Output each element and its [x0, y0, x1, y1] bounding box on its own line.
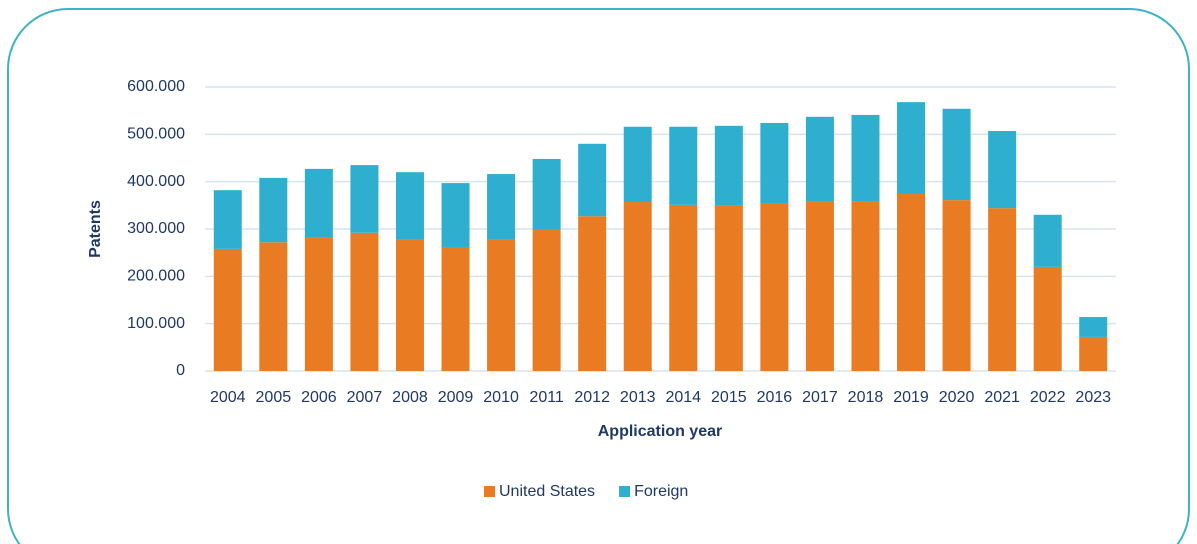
y-tick-label: 100.000: [127, 315, 185, 332]
y-tick-label: 300.000: [127, 220, 185, 237]
x-tick-label: 2006: [301, 389, 337, 406]
x-tick-label: 2020: [939, 389, 975, 406]
bar-segment: [487, 174, 516, 240]
bar-segment: [942, 200, 971, 371]
bar-segment: [487, 239, 516, 371]
bar-segment: [213, 190, 242, 249]
bar-segment: [532, 229, 561, 371]
bar-segment: [623, 202, 652, 371]
bar-segment: [395, 239, 424, 371]
x-tick-label: 2019: [893, 389, 929, 406]
bar-segment: [942, 108, 971, 201]
bar-segment: [805, 201, 834, 371]
x-tick-label: 2008: [392, 389, 428, 406]
bar-segment: [1033, 214, 1062, 267]
bar-segment: [350, 232, 379, 371]
bar-segment: [851, 114, 880, 202]
legend-swatch: [484, 486, 495, 497]
bar-segment: [259, 177, 288, 243]
bar-segment: [669, 204, 698, 371]
y-tick-label: 600.000: [127, 78, 185, 95]
x-tick-label: 2023: [1075, 389, 1111, 406]
x-tick-label: 2022: [1030, 389, 1066, 406]
x-tick-label: 2007: [347, 389, 383, 406]
bar-segment: [623, 126, 652, 203]
x-axis-label: Application year: [598, 423, 722, 440]
x-tick-label: 2011: [529, 389, 564, 406]
bar-segment: [395, 172, 424, 240]
x-tick-label: 2017: [802, 389, 838, 406]
bar-segment: [259, 242, 288, 371]
legend-label: United States: [499, 483, 595, 500]
bar-segment: [669, 126, 698, 205]
bar-segment: [578, 216, 607, 371]
legend-swatch: [619, 486, 631, 497]
bar-segment: [304, 237, 333, 371]
y-tick-label: 0: [176, 362, 185, 379]
bar-segment: [714, 205, 743, 371]
bar-segment: [988, 208, 1017, 371]
x-tick-label: 2016: [757, 389, 793, 406]
x-tick-label: 2021: [984, 389, 1020, 406]
bar-segment: [532, 158, 561, 230]
bar-segment: [1079, 336, 1108, 371]
bar-segment: [213, 248, 242, 371]
bar-segment: [988, 131, 1017, 209]
x-tick-label: 2005: [256, 389, 292, 406]
bar-segment: [714, 125, 743, 206]
bar-segment: [441, 183, 470, 247]
x-tick-label: 2014: [665, 389, 701, 406]
bar-segment: [897, 193, 926, 371]
bar-segment: [578, 143, 607, 217]
bar-segment: [805, 116, 834, 202]
y-tick-label: 500.000: [127, 126, 185, 143]
legend-label: Foreign: [634, 483, 688, 500]
y-tick-label: 200.000: [127, 268, 185, 285]
bar-segment: [760, 203, 789, 371]
x-tick-label: 2010: [483, 389, 519, 406]
bar-segment: [350, 165, 379, 233]
x-tick-label: 2004: [210, 389, 246, 406]
bar-segment: [760, 122, 789, 204]
bar-segment: [851, 201, 880, 371]
x-tick-label: 2012: [574, 389, 610, 406]
bar-segment: [304, 168, 333, 238]
x-tick-label: 2013: [620, 389, 656, 406]
y-axis-label: Patents: [87, 200, 104, 258]
bar-segment: [897, 102, 926, 194]
bar-segment: [1079, 317, 1108, 337]
bar-segment: [441, 246, 470, 371]
y-tick-label: 400.000: [127, 173, 185, 190]
x-tick-label: 2015: [711, 389, 747, 406]
bar-segment: [1033, 266, 1062, 371]
x-tick-label: 2018: [848, 389, 884, 406]
x-tick-label: 2009: [438, 389, 474, 406]
